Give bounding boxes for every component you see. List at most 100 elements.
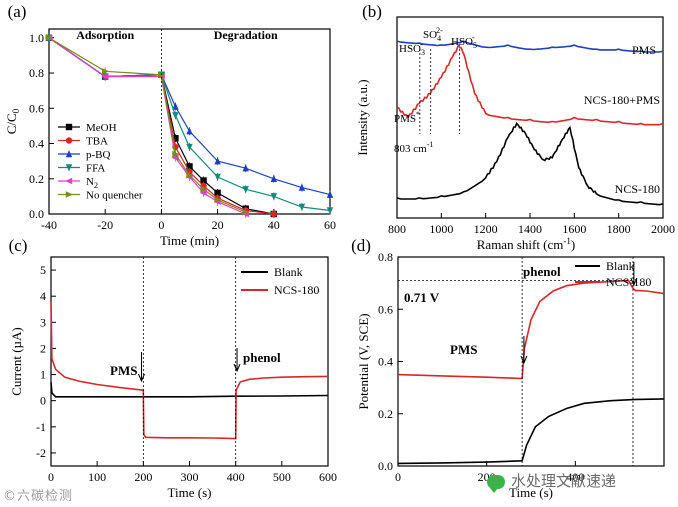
panel-b-xtick-label: 2000 — [651, 222, 675, 236]
panel-a-point — [270, 210, 277, 218]
panel-b-annotation-so4: SO42- — [423, 26, 443, 43]
panel-a-point — [242, 186, 249, 194]
panel-c-ytick-label: -1 — [36, 420, 46, 434]
panel-a-xtick-label: 20 — [212, 218, 224, 232]
panel-a-point — [214, 173, 221, 181]
panel-b-ylabel: Intensity (a.u.) — [355, 79, 370, 155]
panel-a-point — [242, 209, 250, 216]
panel-a-xtick-label: -40 — [41, 218, 57, 232]
panel-d-annotation-phenol: phenol — [523, 264, 561, 279]
panel-c-annotation-pms: PMS — [110, 363, 137, 378]
panel-d-ytick-label: 0.4 — [378, 355, 393, 369]
panel-a-point — [270, 174, 277, 182]
panel-a-xlabel: Time (min) — [160, 233, 219, 248]
panel-a-series-n2 — [48, 37, 246, 215]
panel-b-xtick-label: 800 — [388, 222, 406, 236]
panel-d-xtick-label: 400 — [566, 470, 584, 484]
panel-a-point — [102, 68, 110, 75]
panel-a-point — [214, 189, 221, 197]
panel-a-legend-marker — [65, 164, 73, 172]
panel-c-ytick-label: 3 — [40, 315, 46, 329]
panel-a-ytick-label: 0.6 — [29, 101, 44, 115]
panel-c-series-blank — [50, 382, 329, 398]
panel-a-series-ffa — [48, 37, 331, 212]
panel-c-arrow-pms — [138, 352, 145, 383]
panel-b-series-label-ncs-pms: NCS-180+PMS — [584, 93, 660, 107]
panel-a-point — [298, 183, 306, 191]
panel-d-arrow-phenol — [630, 262, 638, 287]
panel-a-legend-label: p-BQ — [86, 149, 111, 161]
panel-d-ytick-label: 0.2 — [378, 407, 393, 421]
panel-c-ytick-label: 0 — [40, 394, 46, 408]
panel-a-legend-label: No quencher — [86, 190, 143, 202]
panel-a-annotation-adsorption: Adsorption — [76, 28, 134, 42]
panel-b-series-label-ncs: NCS-180 — [615, 182, 660, 196]
panel-c-ytick-label: 2 — [40, 341, 46, 355]
panel-a-point — [172, 102, 179, 110]
panel-a-point — [101, 73, 109, 80]
panel-b-xtick-label: 1200 — [474, 222, 498, 236]
panel-c-ytick-label: -2 — [36, 446, 46, 460]
watermark-right-text: 水处理文献速递 — [511, 472, 617, 490]
panel-b-xtick-label: 1800 — [607, 222, 631, 236]
panel-b-annotation-hso3: HSO3- — [399, 40, 425, 57]
panel-d-annotation-071v: 0.71 V — [404, 290, 440, 305]
panel-d-ytick-label: 0.8 — [378, 250, 393, 264]
panel-a-point — [172, 150, 180, 158]
panel-d-annotation-pms: PMS — [450, 342, 477, 357]
panel-c-xtick-label: 600 — [319, 470, 337, 484]
panel-b-annotation-pms-star: PMS* — [394, 110, 420, 125]
panel-a-point — [186, 143, 193, 152]
panel-b-annotation-hso5: HSO5- — [451, 33, 477, 50]
panel-a-legend-label: TBA — [86, 136, 108, 148]
panel-a-point — [200, 177, 207, 184]
panel-c-xlabel: Time (s) — [168, 485, 212, 500]
panel-c-xtick-label: 400 — [227, 470, 245, 484]
panel-a-xtick-label: 0 — [158, 218, 164, 232]
panel-b-series-pms — [396, 40, 664, 53]
panel-a-point — [199, 189, 207, 197]
panel-a-ytick-label: 0.2 — [29, 172, 44, 186]
panel-a-ylabel: C/C0 — [4, 108, 21, 134]
panel-a-legend-marker — [65, 137, 73, 144]
panel-b-series-label-pms: PMS — [632, 43, 656, 57]
panel-a-ytick-label: 0.8 — [29, 66, 44, 80]
panel-c-xtick-label: 100 — [88, 470, 106, 484]
panel-a-xtick-label: 40 — [268, 218, 280, 232]
panel-c-legend-label: Blank — [274, 265, 303, 279]
panel-a-point — [298, 203, 306, 211]
panel-c-annotation-phenol: phenol — [243, 350, 281, 365]
panel-c-label: (c) — [9, 236, 28, 255]
wechat-icon — [487, 474, 505, 493]
panel-b-xtick-label: 1400 — [518, 222, 542, 236]
panel-d-arrow-pms — [520, 336, 528, 365]
panel-c-xtick-label: 0 — [48, 470, 54, 484]
panel-b-xlabel: Raman shift (cm-1) — [477, 236, 576, 252]
panel-a-point — [270, 193, 277, 201]
panel-c-xtick-label: 300 — [181, 470, 199, 484]
watermark-left: ©六碳检测 — [3, 489, 74, 504]
panel-a-point — [186, 127, 193, 135]
panel-a-legend-label: FFA — [86, 163, 105, 175]
panel-a-frame — [48, 28, 331, 215]
panel-b-xtick-label: 1000 — [429, 222, 453, 236]
panel-c-series-ncs-180 — [50, 301, 329, 440]
panel-a-series-no-quencher — [48, 37, 246, 213]
panel-a-legend-label: MeOH — [86, 122, 117, 134]
panel-a-point — [45, 34, 53, 42]
panel-a-point — [172, 112, 179, 120]
panel-d-ylabel: Potential (V, SCE) — [356, 313, 371, 409]
panel-d-series-blank — [397, 398, 665, 465]
panel-a-point — [214, 157, 221, 165]
panel-c-xtick-label: 500 — [273, 470, 291, 484]
panel-d-ytick-label: 0.0 — [378, 459, 393, 473]
panel-c-ytick-label: 1 — [40, 368, 46, 382]
panel-a-ytick-label: 1.0 — [29, 31, 44, 45]
panel-c-ytick-label: 5 — [40, 263, 46, 277]
panel-c-legend-label: NCS-180 — [274, 283, 319, 297]
panel-a-legend-marker — [65, 191, 73, 198]
panel-a-ytick-label: 0.4 — [29, 137, 44, 151]
panel-d-legend-label: Blank — [606, 259, 635, 273]
panel-c-ylabel: Current (µA) — [9, 327, 24, 396]
